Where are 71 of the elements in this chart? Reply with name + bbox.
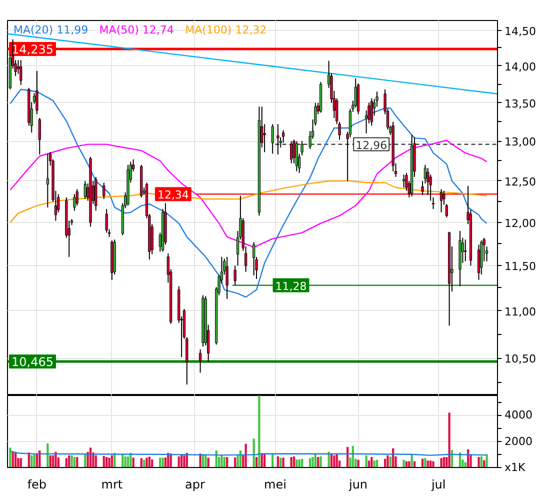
y-tick-label: 2000 bbox=[504, 434, 532, 448]
candlestick bbox=[370, 98, 373, 126]
bar bbox=[258, 396, 260, 468]
text: MA(50) 12,74 bbox=[99, 24, 174, 36]
bar bbox=[384, 458, 386, 468]
bar bbox=[207, 458, 210, 468]
candlestick bbox=[252, 242, 256, 276]
bar bbox=[402, 460, 405, 468]
candlestick bbox=[271, 124, 274, 154]
candlestick bbox=[295, 140, 298, 172]
y-tick-label: 12,50 bbox=[504, 175, 536, 188]
bar bbox=[132, 458, 134, 468]
bar bbox=[148, 456, 150, 468]
bar bbox=[282, 458, 284, 468]
x-tick-label: feb bbox=[27, 478, 47, 492]
bar bbox=[146, 458, 148, 468]
candlestick bbox=[226, 256, 228, 300]
bar bbox=[159, 458, 162, 468]
data-label: 12,34 bbox=[157, 188, 189, 202]
bar bbox=[320, 456, 322, 468]
text: MA(100) 12,32 bbox=[185, 24, 267, 36]
bar bbox=[448, 412, 450, 468]
bar bbox=[365, 455, 368, 468]
y-tick-label: 12,00 bbox=[504, 216, 536, 230]
bar bbox=[386, 455, 389, 468]
y-tick-label: 11,50 bbox=[504, 260, 536, 274]
bar bbox=[357, 460, 360, 468]
y-tick-label: 13,50 bbox=[504, 97, 536, 110]
y-tick-label: 14,50 bbox=[504, 24, 536, 38]
bar bbox=[183, 455, 186, 468]
bar bbox=[486, 454, 488, 468]
bar bbox=[124, 456, 126, 468]
candlestick bbox=[402, 174, 406, 188]
x-tick-label: jun bbox=[348, 478, 368, 492]
x-tick-label: mei bbox=[264, 478, 286, 492]
ref-line-label: 10,465 bbox=[12, 354, 54, 369]
data-label: 12,96 bbox=[356, 138, 388, 152]
bar bbox=[440, 458, 442, 468]
y-tick-label: 4000 bbox=[504, 408, 532, 422]
bar bbox=[280, 458, 282, 468]
bar bbox=[432, 461, 434, 468]
bar bbox=[421, 458, 424, 468]
bar bbox=[300, 458, 304, 468]
candlestick bbox=[276, 124, 280, 156]
y-tick-label: 11,00 bbox=[504, 305, 536, 318]
candlestick bbox=[477, 244, 480, 280]
bar bbox=[424, 458, 426, 468]
candlestick bbox=[198, 348, 202, 374]
data-label: 11,28 bbox=[275, 280, 307, 293]
candlestick bbox=[282, 130, 285, 144]
bar bbox=[410, 454, 413, 468]
bar bbox=[296, 460, 298, 468]
bar bbox=[312, 457, 314, 468]
x-tick-label: jul bbox=[430, 478, 446, 492]
bar bbox=[244, 444, 247, 468]
bar bbox=[162, 458, 164, 468]
y-tick-label: 10,50 bbox=[504, 352, 536, 366]
candlestick bbox=[234, 265, 236, 286]
y-tick-label: 14,00 bbox=[504, 60, 536, 74]
candlestick bbox=[440, 188, 443, 213]
candlestick bbox=[464, 239, 467, 262]
candlestick bbox=[354, 78, 357, 108]
candlestick bbox=[290, 140, 293, 164]
y-axis-title: x1K bbox=[504, 461, 526, 474]
y-tick-label: 13,00 bbox=[504, 136, 536, 149]
bar bbox=[389, 456, 392, 468]
bar bbox=[220, 455, 223, 468]
bar bbox=[478, 457, 480, 468]
text: MA(20) 11,99 bbox=[14, 24, 88, 36]
x-tick-label: mrt bbox=[101, 478, 123, 492]
x-tick-label: apr bbox=[184, 478, 205, 492]
